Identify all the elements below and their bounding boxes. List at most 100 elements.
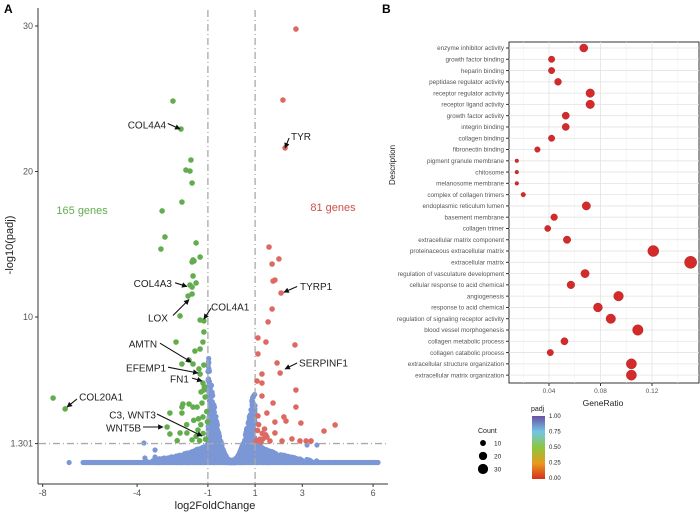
ns-point [175,457,181,463]
enrichment-dot [684,256,697,269]
downregulated-point [197,371,203,377]
volcano-plot: COL4A4 TYR COL4A3 LOX COL4A1 AMTN EFEMP1 FN1 COL… [4,8,388,512]
upregulated-point [259,380,265,386]
downregulated-point [174,437,181,444]
ns-point [162,459,168,465]
enrichment-dot [593,302,603,313]
category-label: regulation of signaling receptor activit… [397,316,505,323]
x-tick-label: 0.04 [543,388,556,395]
ns-point [294,459,300,465]
ns-point [239,450,245,456]
ns-point [209,431,215,437]
ns-point [208,426,215,432]
enrichment-dot [548,134,555,142]
ns-point [249,398,255,404]
ns-point [265,450,272,456]
x-tick-label: -1 [204,488,212,498]
downregulated-point [179,361,185,367]
upregulated-point [264,410,270,416]
downregulated-point [197,254,203,260]
downregulated-point [173,339,179,345]
ns-point [244,437,251,443]
upregulated-point [283,418,289,424]
category-label: endoplasmic reticulum lumen [422,203,504,210]
ns-point [251,403,257,410]
enrichment-dot [632,324,644,336]
category-label: blood vessel morphogenesis [424,327,504,334]
downregulated-point [201,384,208,390]
annotation-arrow [167,366,199,375]
ns-point [313,459,319,465]
gene-annotations: COL4A4 TYR COL4A3 LOX COL4A1 AMTN EFEMP1 FN1 COL… [56,120,356,437]
ns-point [188,452,194,458]
enrichment-dot [514,158,519,163]
category-label: growth factor activity [447,113,505,120]
y-axis-title: -log10(padj) [4,216,16,275]
x-axis-title: log2FoldChange [175,500,256,512]
ns-point [177,452,183,458]
gene-count-label: 81 genes [310,202,356,214]
annotation-label: SERPINF1 [299,358,348,369]
category-label: peptidase regulator activity [429,79,505,86]
downregulated-point [167,410,173,416]
ns-point [225,459,231,465]
upregulated-point [276,256,282,262]
annotation-label: TYR [291,132,311,143]
upregulated-point [308,438,314,444]
ns-point [210,393,216,399]
annotation-label: EFEMP1 [126,364,166,375]
y-axis-title-description: Description [388,145,397,185]
ns-point [206,398,213,404]
count-legend-label: 20 [494,454,502,461]
ns-point [270,458,276,464]
annotation-label: C3, WNT3 [109,411,156,422]
category-label: collagen binding [458,135,504,142]
ns-point [251,392,257,398]
ns-point [257,450,263,456]
padj-legend: padj 1.00 0.75 0.50 0.25 0.00 [531,406,561,482]
downregulated-point [177,313,183,319]
downregulated-point [190,404,196,410]
ns-point [152,447,158,453]
volcano-axes: -8 -4 -1 1 3 6 1.301 10 20 30 [10,8,388,498]
category-label: receptor ligand activity [441,102,505,109]
upregulated-point [265,319,271,325]
enrichment-dot [514,181,519,186]
ns-point [283,458,289,464]
annotation-arrow [159,342,192,363]
annotation-label: COL4A3 [134,279,173,290]
x-tick-label: 3 [300,488,305,498]
x-tick-label: 0.08 [594,388,607,395]
ns-point [261,448,267,454]
downregulated-point [190,417,197,424]
category-label: collagen catabolic process [430,350,504,357]
category-label: proteinaceous extracellular matrix [410,248,505,255]
downregulated-point [167,431,173,437]
ns-point [306,457,312,463]
ns-point [248,447,254,453]
upregulated-point [272,277,278,283]
upregulated-point [269,306,275,312]
ns-point [253,451,259,457]
ns-point [183,459,190,465]
enrichment-dot [585,99,595,109]
upregulated-point [267,438,273,444]
gene-count-label: 165 genes [56,205,108,217]
category-label: enzyme inhibitor activity [437,45,505,52]
enrichment-dot [548,67,555,74]
ns-point [278,452,284,458]
padj-colorbar [532,416,545,479]
ns-point [212,459,218,466]
upregulated-point [272,430,278,436]
dot-plot-body: 0.04 0.08 0.12 enzyme inhibitor activity gro… [397,41,700,395]
ns-point [201,446,207,452]
upregulated-point [293,26,299,32]
downregulated-point [202,394,208,400]
downregulated-point [194,404,200,410]
go-dot-plot: 0.04 0.08 0.12 enzyme inhibitor activity gro… [388,41,700,482]
ns-point [247,455,253,461]
category-label: fibronectin binding [453,147,505,154]
downregulated-point [164,424,170,430]
upregulated-point [270,400,276,406]
